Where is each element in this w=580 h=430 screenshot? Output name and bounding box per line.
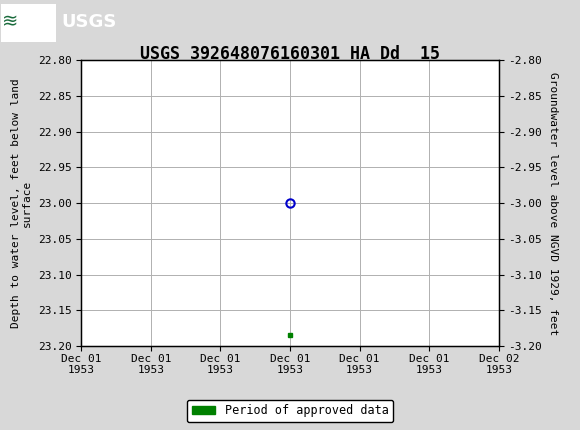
Text: USGS: USGS — [61, 12, 116, 31]
Legend: Period of approved data: Period of approved data — [187, 399, 393, 422]
Y-axis label: Groundwater level above NGVD 1929, feet: Groundwater level above NGVD 1929, feet — [548, 71, 558, 335]
Text: USGS 392648076160301 HA Dd  15: USGS 392648076160301 HA Dd 15 — [140, 45, 440, 63]
Text: ≋: ≋ — [2, 12, 19, 31]
Y-axis label: Depth to water level, feet below land
surface: Depth to water level, feet below land su… — [10, 78, 32, 328]
Bar — [1, 3, 56, 42]
